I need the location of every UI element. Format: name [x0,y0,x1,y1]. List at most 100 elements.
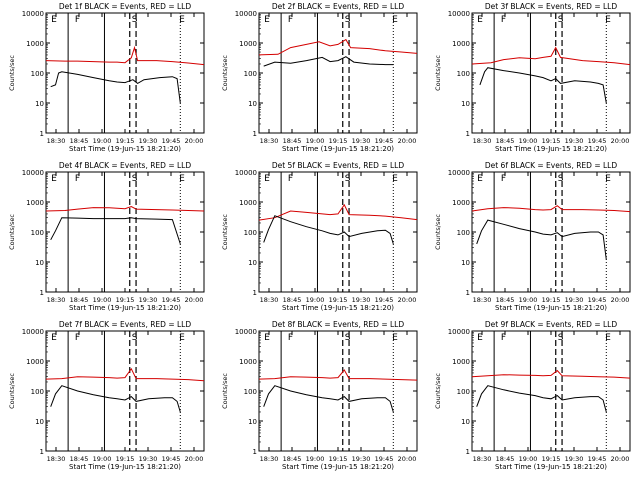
y-tick-label: 1000 [239,40,257,48]
y-axis-label: Counts/sec [8,214,16,250]
chart-panel-2: Det 2f BLACK = Events, RED = LLD 1 10 100 10… [221,2,418,153]
x-tick-label: 19:00 [93,455,112,463]
event-marker-label: F [501,174,506,184]
events-series-line [476,385,607,413]
x-tick-label: 18:30 [47,137,66,145]
x-tick-label: 19:45 [162,137,181,145]
x-tick-label: 19:30 [565,296,584,304]
x-tick-label: 19:00 [519,455,538,463]
y-axis-label: Counts/sec [434,55,442,91]
x-tick-label: 19:00 [519,296,538,304]
x-axis-label: Start Time (19-Jun-15 18:21:20) [282,304,394,312]
x-tick-label: 19:45 [588,296,607,304]
y-tick-label: 1 [253,448,257,456]
y-tick-label: 1000 [26,40,44,48]
event-marker-label: S [132,174,138,184]
x-tick-label: 18:45 [70,455,89,463]
chart-title: Det 8f BLACK = Events, RED = LLD [272,320,405,329]
x-tick-label: 19:00 [93,137,112,145]
x-tick-label: 18:45 [496,137,515,145]
x-tick-label: 19:30 [352,296,371,304]
x-tick-label: 19:45 [588,137,607,145]
y-tick-label: 10000 [448,10,470,18]
event-marker-label: E [392,15,398,25]
event-marker-label: F [75,333,80,343]
y-axis-label: Counts/sec [8,55,16,91]
event-marker-label: E [264,333,270,343]
x-tick-label: 19:30 [139,296,158,304]
x-tick-label: 19:45 [375,137,394,145]
x-tick-label: 20:00 [611,296,630,304]
event-marker-label: S [345,15,351,25]
y-tick-label: 10 [461,418,470,426]
event-marker-label: E [392,333,398,343]
x-tick-label: 19:00 [306,137,325,145]
event-marker-label: E [605,15,611,25]
x-tick-label: 19:30 [565,137,584,145]
y-tick-label: 10000 [235,328,257,336]
y-tick-label: 100 [244,388,257,396]
y-tick-label: 1 [466,448,470,456]
x-tick-label: 19:45 [375,296,394,304]
x-tick-label: 18:30 [260,296,279,304]
y-axis-label: Counts/sec [221,373,229,409]
y-tick-label: 1 [40,448,44,456]
y-tick-label: 1 [466,130,470,138]
lld-series-line [471,46,631,66]
event-marker-label: F [288,174,293,184]
chart-panel-1: Det 1f BLACK = Events, RED = LLD 1 10 100 10… [8,2,205,153]
y-tick-label: 1000 [452,199,470,207]
x-tick-label: 19:30 [352,137,371,145]
y-tick-label: 1 [40,130,44,138]
event-marker-label: F [288,15,293,25]
event-marker-label: S [558,15,564,25]
x-tick-label: 19:30 [352,455,371,463]
event-marker-label: E [179,15,185,25]
x-tick-label: 20:00 [185,137,204,145]
lld-series-line [45,367,205,382]
event-marker-label: S [345,174,351,184]
x-axis-label: Start Time (19-Jun-15 18:21:20) [282,145,394,153]
x-axis-label: Start Time (19-Jun-15 18:21:20) [69,145,181,153]
events-series-line [50,217,181,245]
y-tick-label: 1000 [452,40,470,48]
y-tick-label: 100 [457,229,470,237]
x-tick-label: 20:00 [185,455,204,463]
x-tick-label: 19:00 [93,296,112,304]
x-tick-label: 19:30 [139,137,158,145]
events-series-line [476,219,607,260]
x-tick-label: 19:15 [116,296,135,304]
y-tick-label: 10 [461,259,470,267]
y-tick-label: 10 [35,100,44,108]
y-tick-label: 1 [253,130,257,138]
x-axis-label: Start Time (19-Jun-15 18:21:20) [495,463,607,471]
x-tick-label: 19:15 [542,137,561,145]
chart-title: Det 6f BLACK = Events, RED = LLD [485,161,618,170]
event-marker-label: S [132,15,138,25]
x-axis-label: Start Time (19-Jun-15 18:21:20) [495,304,607,312]
y-tick-label: 10 [461,100,470,108]
x-tick-label: 18:45 [496,296,515,304]
event-marker-label: S [558,333,564,343]
y-tick-label: 1000 [239,358,257,366]
events-series-line [479,67,607,104]
event-marker-label: S [345,333,351,343]
y-tick-label: 10 [248,100,257,108]
chart-title: Det 5f BLACK = Events, RED = LLD [272,161,405,170]
event-marker-label: F [288,333,293,343]
x-tick-label: 18:30 [473,137,492,145]
x-tick-label: 18:45 [283,296,302,304]
chart-panel-6: Det 6f BLACK = Events, RED = LLD 1 10 100 10… [434,161,631,312]
x-tick-label: 19:15 [116,137,135,145]
y-tick-label: 100 [244,70,257,78]
event-marker-label: S [132,333,138,343]
x-tick-label: 19:45 [375,455,394,463]
event-marker-label: F [501,15,506,25]
event-marker-label: E [477,333,483,343]
x-axis-label: Start Time (19-Jun-15 18:21:20) [495,145,607,153]
events-series-line [263,215,394,245]
chart-panel-7: Det 7f BLACK = Events, RED = LLD 1 10 100 10… [8,320,205,471]
y-tick-label: 10000 [22,10,44,18]
event-marker-label: E [179,333,185,343]
